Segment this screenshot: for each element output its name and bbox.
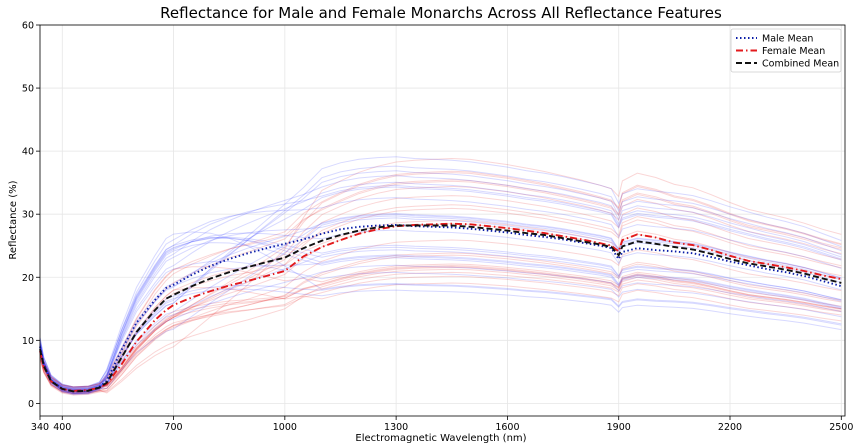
x-tick-label: 1600 (495, 422, 519, 433)
individual-spectrum-line (39, 156, 842, 391)
individual-spectrum-line (39, 186, 842, 390)
individual-spectrum-line (39, 170, 842, 393)
individual-spectrum-line (39, 236, 842, 393)
individual-spectrum-line (39, 283, 842, 392)
individual-spectrum-line (39, 219, 842, 388)
individual-spectrum-line (39, 239, 842, 393)
y-tick-label: 10 (22, 336, 34, 347)
individual-spectrum-line (39, 157, 842, 394)
individual-spectrum-line (39, 261, 842, 390)
y-tick-label: 0 (28, 399, 34, 410)
individual-spectrum-line (39, 263, 842, 388)
y-tick-label: 60 (22, 21, 34, 32)
individual-spectrum-line (39, 184, 842, 388)
individual-spectrum-line (39, 242, 842, 394)
grid (39, 24, 845, 416)
x-tick-label: 400 (53, 422, 71, 433)
x-tick-label: 340 (31, 422, 49, 433)
series-line-combined-mean (39, 224, 842, 393)
y-axis-label: Reflectance (%) (8, 180, 19, 259)
y-tick-label: 40 (22, 147, 34, 158)
legend-box (730, 28, 842, 73)
individual-spectrum-line (39, 231, 842, 389)
individual-spectrum-line (39, 255, 842, 396)
individual-spectrum-line (39, 197, 842, 392)
individual-spectrum-line (39, 254, 842, 396)
individual-spectrum-line (39, 237, 842, 388)
chart-title: Reflectance for Male and Female Monarchs… (160, 4, 722, 22)
individual-spectrum-line (39, 170, 842, 394)
individual-spectrum-line (39, 215, 842, 393)
y-axis: 0 10 20 30 40 50 60 (22, 21, 40, 410)
individual-spectrum-line (39, 181, 842, 389)
x-axis-label: Electromagnetic Wavelength (nm) (355, 433, 526, 444)
individual-spectrum-line (39, 185, 842, 393)
individual-spectrum-line (39, 207, 842, 388)
individual-spectrum-line (39, 252, 842, 395)
x-tick-label: 1000 (273, 422, 297, 433)
x-axis: 340 400 700 1000 1300 1600 1900 2200 2500 (31, 416, 853, 433)
individual-spectrum-line (39, 266, 842, 392)
individual-spectrum-line (39, 264, 842, 391)
individual-spectra (39, 156, 842, 396)
individual-spectrum-line (39, 175, 842, 394)
individual-spectrum-line (39, 246, 842, 390)
plot-frame (39, 24, 846, 417)
individual-spectrum-line (39, 268, 842, 394)
x-tick-label: 2500 (829, 422, 853, 433)
individual-spectrum-line (39, 275, 842, 391)
individual-spectrum-line (39, 229, 842, 392)
mean-lines (39, 222, 842, 393)
x-tick-label: 2200 (718, 422, 742, 433)
legend-entry: Combined Mean (762, 59, 839, 70)
individual-spectrum-line (39, 236, 842, 394)
y-tick-label: 50 (22, 84, 34, 95)
x-tick-label: 1900 (607, 422, 631, 433)
y-tick-label: 30 (22, 210, 34, 221)
legend-entry: Female Mean (762, 46, 825, 57)
individual-spectrum-line (39, 282, 842, 393)
x-tick-label: 700 (164, 422, 182, 433)
individual-spectrum-line (39, 179, 842, 388)
y-tick-label: 20 (22, 273, 34, 284)
individual-spectrum-line (39, 204, 842, 391)
individual-spectrum-line (39, 217, 842, 395)
individual-spectrum-line (39, 264, 842, 395)
individual-spectrum-line (39, 195, 842, 392)
individual-spectrum-line (39, 165, 842, 391)
individual-spectrum-line (39, 271, 842, 389)
individual-spectrum-line (39, 265, 842, 392)
individual-spectrum-line (39, 172, 842, 395)
individual-spectrum-line (39, 212, 842, 391)
individual-spectrum-line (39, 180, 842, 389)
individual-spectrum-line (39, 213, 842, 390)
x-tick-label: 1300 (384, 422, 408, 433)
individual-spectrum-line (39, 288, 842, 395)
legend-entry: Male Mean (762, 34, 813, 45)
